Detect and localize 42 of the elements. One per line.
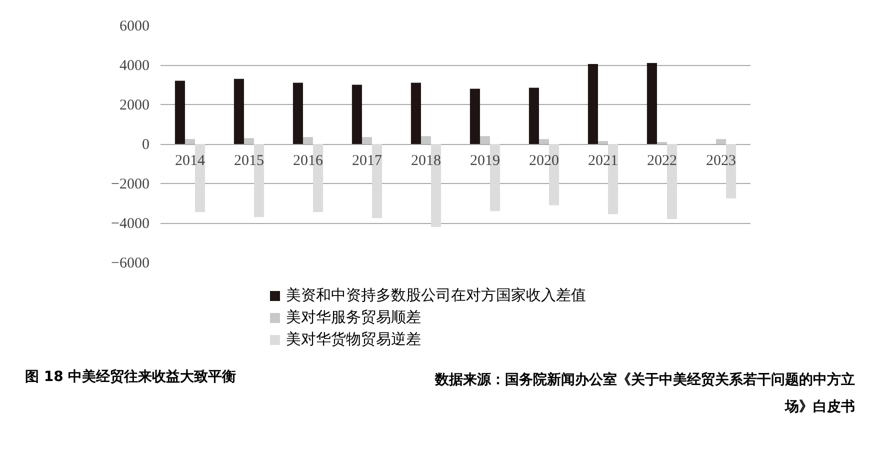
bar: [410, 82, 421, 144]
x-tick-label: 2022: [647, 153, 677, 169]
y-tick-label: 2000: [120, 98, 150, 114]
x-tick-label: 2018: [411, 153, 441, 169]
x-tick-label: 2017: [352, 153, 382, 169]
bar: [362, 137, 372, 144]
bar: [244, 138, 254, 144]
bar: [480, 136, 490, 144]
bar: [420, 136, 432, 144]
bar: [598, 141, 608, 144]
x-tick-label: 2016: [293, 153, 324, 169]
bar: [234, 78, 244, 144]
x-tick-label: 2021: [588, 153, 618, 169]
source-note: 数据来源：国务院新闻办公室《关于中美经贸关系若干问题的中方立场》白皮书: [434, 370, 855, 417]
bar: [174, 80, 185, 144]
legend-label: 美对华货物贸易逆差: [286, 329, 421, 350]
bar: [528, 88, 539, 144]
x-tick-label: 2014: [175, 153, 206, 169]
y-tick-label: 0: [142, 137, 150, 153]
x-tick-label: 2020: [529, 153, 559, 169]
y-tick-label: −2000: [111, 176, 150, 192]
x-tick-label: 2023: [706, 153, 736, 169]
y-tick-label: 6000: [120, 18, 150, 34]
bar: [588, 64, 598, 144]
legend-item: 美对华货物贸易逆差: [270, 329, 586, 351]
legend-label: 美对华服务贸易顺差: [286, 307, 421, 328]
bar: [352, 84, 362, 144]
bar: [184, 139, 196, 144]
x-tick-label: 2015: [234, 153, 264, 169]
y-tick-label: 4000: [120, 58, 150, 74]
x-tick-label: 2019: [470, 153, 500, 169]
bar: [646, 63, 657, 144]
legend-item: 美对华服务贸易顺差: [270, 307, 586, 329]
y-tick-label: −4000: [111, 216, 150, 232]
bar: [538, 139, 550, 144]
bar: [292, 82, 303, 144]
bar: [302, 137, 314, 144]
bar: [716, 139, 726, 144]
bar: [470, 88, 480, 144]
legend-item: 美资和中资持多数股公司在对方国家收入差值: [270, 285, 586, 307]
y-tick-label: −6000: [111, 256, 150, 272]
caption: 图 18 中美经贸往来收益大致平衡: [25, 368, 236, 387]
